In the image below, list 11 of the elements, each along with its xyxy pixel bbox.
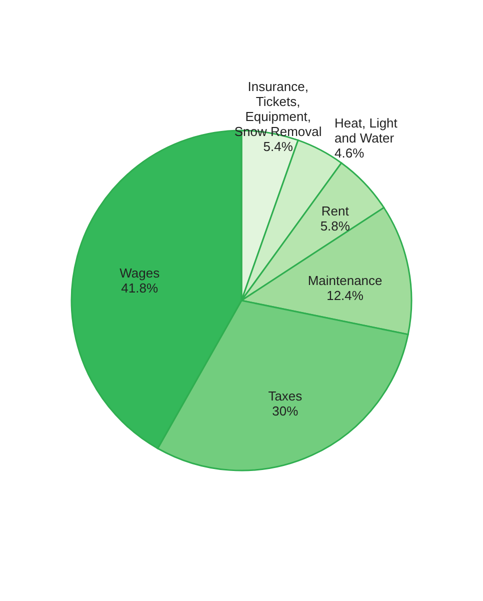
data-label: 5.4%	[263, 139, 294, 154]
slice-label: Maintenance	[308, 272, 382, 288]
data-label: 5.8%	[320, 218, 350, 234]
slice-label: Rent	[321, 203, 350, 218]
data-label: 4.6%	[334, 145, 365, 160]
slice-label: Heat, Light and Water	[334, 115, 398, 146]
slice-label: Wages	[120, 266, 160, 281]
data-label: 30%	[272, 403, 299, 418]
slice-label: Taxes	[268, 388, 303, 404]
data-label: 12.4%	[326, 288, 364, 303]
data-label: 41.8%	[121, 280, 158, 296]
